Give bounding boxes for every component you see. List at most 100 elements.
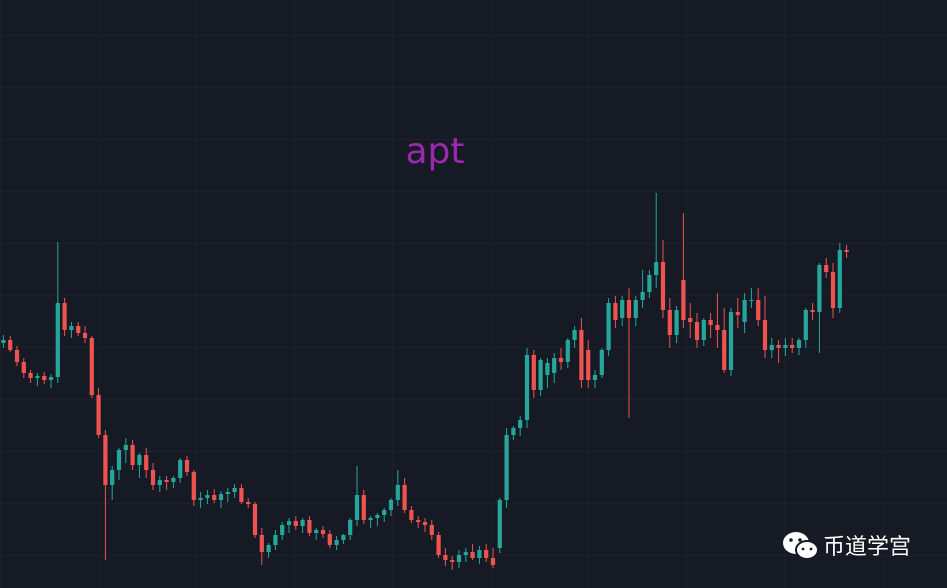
candle-body bbox=[470, 552, 475, 558]
candle-body bbox=[579, 330, 584, 380]
candle-body bbox=[742, 300, 747, 322]
candle-body bbox=[429, 525, 434, 535]
candle-body bbox=[640, 292, 645, 300]
candle-body bbox=[762, 320, 768, 350]
candle-body bbox=[606, 303, 611, 350]
candle-body bbox=[518, 420, 523, 428]
candle-body bbox=[48, 377, 54, 380]
candles bbox=[1, 193, 849, 570]
candle-body bbox=[280, 525, 285, 535]
candle-body bbox=[198, 498, 203, 500]
candle-body bbox=[96, 395, 101, 435]
candle-body bbox=[586, 350, 591, 380]
candle-body bbox=[164, 480, 169, 482]
candle-body bbox=[395, 485, 400, 500]
candle-body bbox=[701, 320, 706, 340]
chart-title: apt bbox=[405, 131, 464, 172]
candle-body bbox=[266, 545, 271, 552]
candle-body bbox=[1, 340, 6, 343]
candle-body bbox=[42, 376, 47, 380]
candle-body bbox=[225, 492, 230, 494]
candle-body bbox=[150, 470, 156, 485]
candle-body bbox=[82, 333, 88, 338]
candle-body bbox=[314, 530, 319, 533]
candle-body bbox=[69, 326, 74, 330]
candle-body bbox=[722, 330, 727, 370]
candle-body bbox=[572, 330, 577, 340]
candle-body bbox=[320, 530, 326, 534]
candle-body bbox=[218, 494, 224, 500]
candle-body bbox=[388, 500, 394, 510]
candle-body bbox=[232, 488, 237, 492]
candle-body bbox=[116, 450, 122, 470]
candle-body bbox=[212, 495, 217, 500]
candle-body bbox=[123, 445, 128, 450]
candle-body bbox=[450, 560, 455, 562]
candle-body bbox=[341, 535, 346, 540]
candle-body bbox=[817, 265, 822, 312]
candle-body bbox=[524, 355, 530, 420]
candle-body bbox=[348, 520, 353, 535]
candle-body bbox=[803, 310, 808, 340]
candle-body bbox=[837, 250, 842, 308]
candle-body bbox=[361, 495, 366, 520]
candle-body bbox=[484, 550, 489, 558]
candle-body bbox=[137, 455, 142, 465]
candle-body bbox=[286, 521, 292, 525]
candle-body bbox=[633, 300, 638, 318]
candle-body bbox=[239, 488, 244, 502]
candle-body bbox=[620, 300, 625, 318]
candle-body bbox=[273, 535, 278, 545]
watermark-icon bbox=[783, 532, 819, 560]
candle-body bbox=[103, 435, 108, 485]
candle-body bbox=[89, 338, 94, 395]
candle-body bbox=[626, 300, 632, 318]
candle-body bbox=[55, 303, 60, 377]
candle-body bbox=[62, 303, 67, 330]
candle-body bbox=[531, 355, 536, 390]
candle-body bbox=[504, 435, 509, 500]
candle-body bbox=[783, 345, 788, 348]
candle-body bbox=[708, 320, 713, 325]
candle-body bbox=[110, 470, 115, 485]
candle-body bbox=[21, 362, 26, 373]
candle-body bbox=[565, 340, 570, 362]
candle-body bbox=[293, 521, 298, 526]
candle-body bbox=[490, 558, 496, 565]
candle-body bbox=[436, 535, 441, 555]
candle-body bbox=[545, 363, 550, 375]
candle-body bbox=[749, 300, 754, 301]
watermark: 币道学宫 bbox=[823, 535, 911, 560]
candle-body bbox=[654, 262, 659, 275]
candle-body bbox=[191, 472, 196, 500]
candle-body bbox=[769, 345, 774, 350]
candle-body bbox=[307, 520, 312, 533]
candle-body bbox=[824, 265, 829, 272]
candle-body bbox=[844, 250, 849, 252]
candle-body bbox=[205, 495, 210, 498]
candle-body bbox=[463, 552, 468, 555]
candle-body bbox=[681, 280, 686, 320]
candle-body bbox=[375, 515, 380, 518]
candle-body bbox=[776, 345, 781, 348]
candle-body bbox=[443, 555, 448, 560]
candle-body bbox=[660, 262, 666, 310]
candle-body bbox=[416, 520, 421, 522]
candle-body bbox=[511, 428, 516, 435]
candle-body bbox=[456, 555, 462, 562]
candle-body bbox=[728, 312, 734, 370]
candle-body bbox=[830, 272, 836, 308]
candle-body bbox=[810, 310, 815, 312]
candle-body bbox=[157, 480, 162, 485]
candle-body bbox=[35, 376, 40, 378]
candle-body bbox=[647, 275, 652, 292]
candle-body bbox=[382, 510, 387, 515]
candle-body bbox=[76, 326, 81, 333]
candle-body bbox=[715, 325, 720, 330]
candle-body bbox=[790, 345, 795, 348]
candle-body bbox=[171, 478, 176, 482]
candle-body bbox=[402, 485, 407, 510]
candle-body bbox=[477, 550, 482, 558]
candle-body bbox=[613, 303, 618, 320]
candle-body bbox=[688, 318, 693, 322]
